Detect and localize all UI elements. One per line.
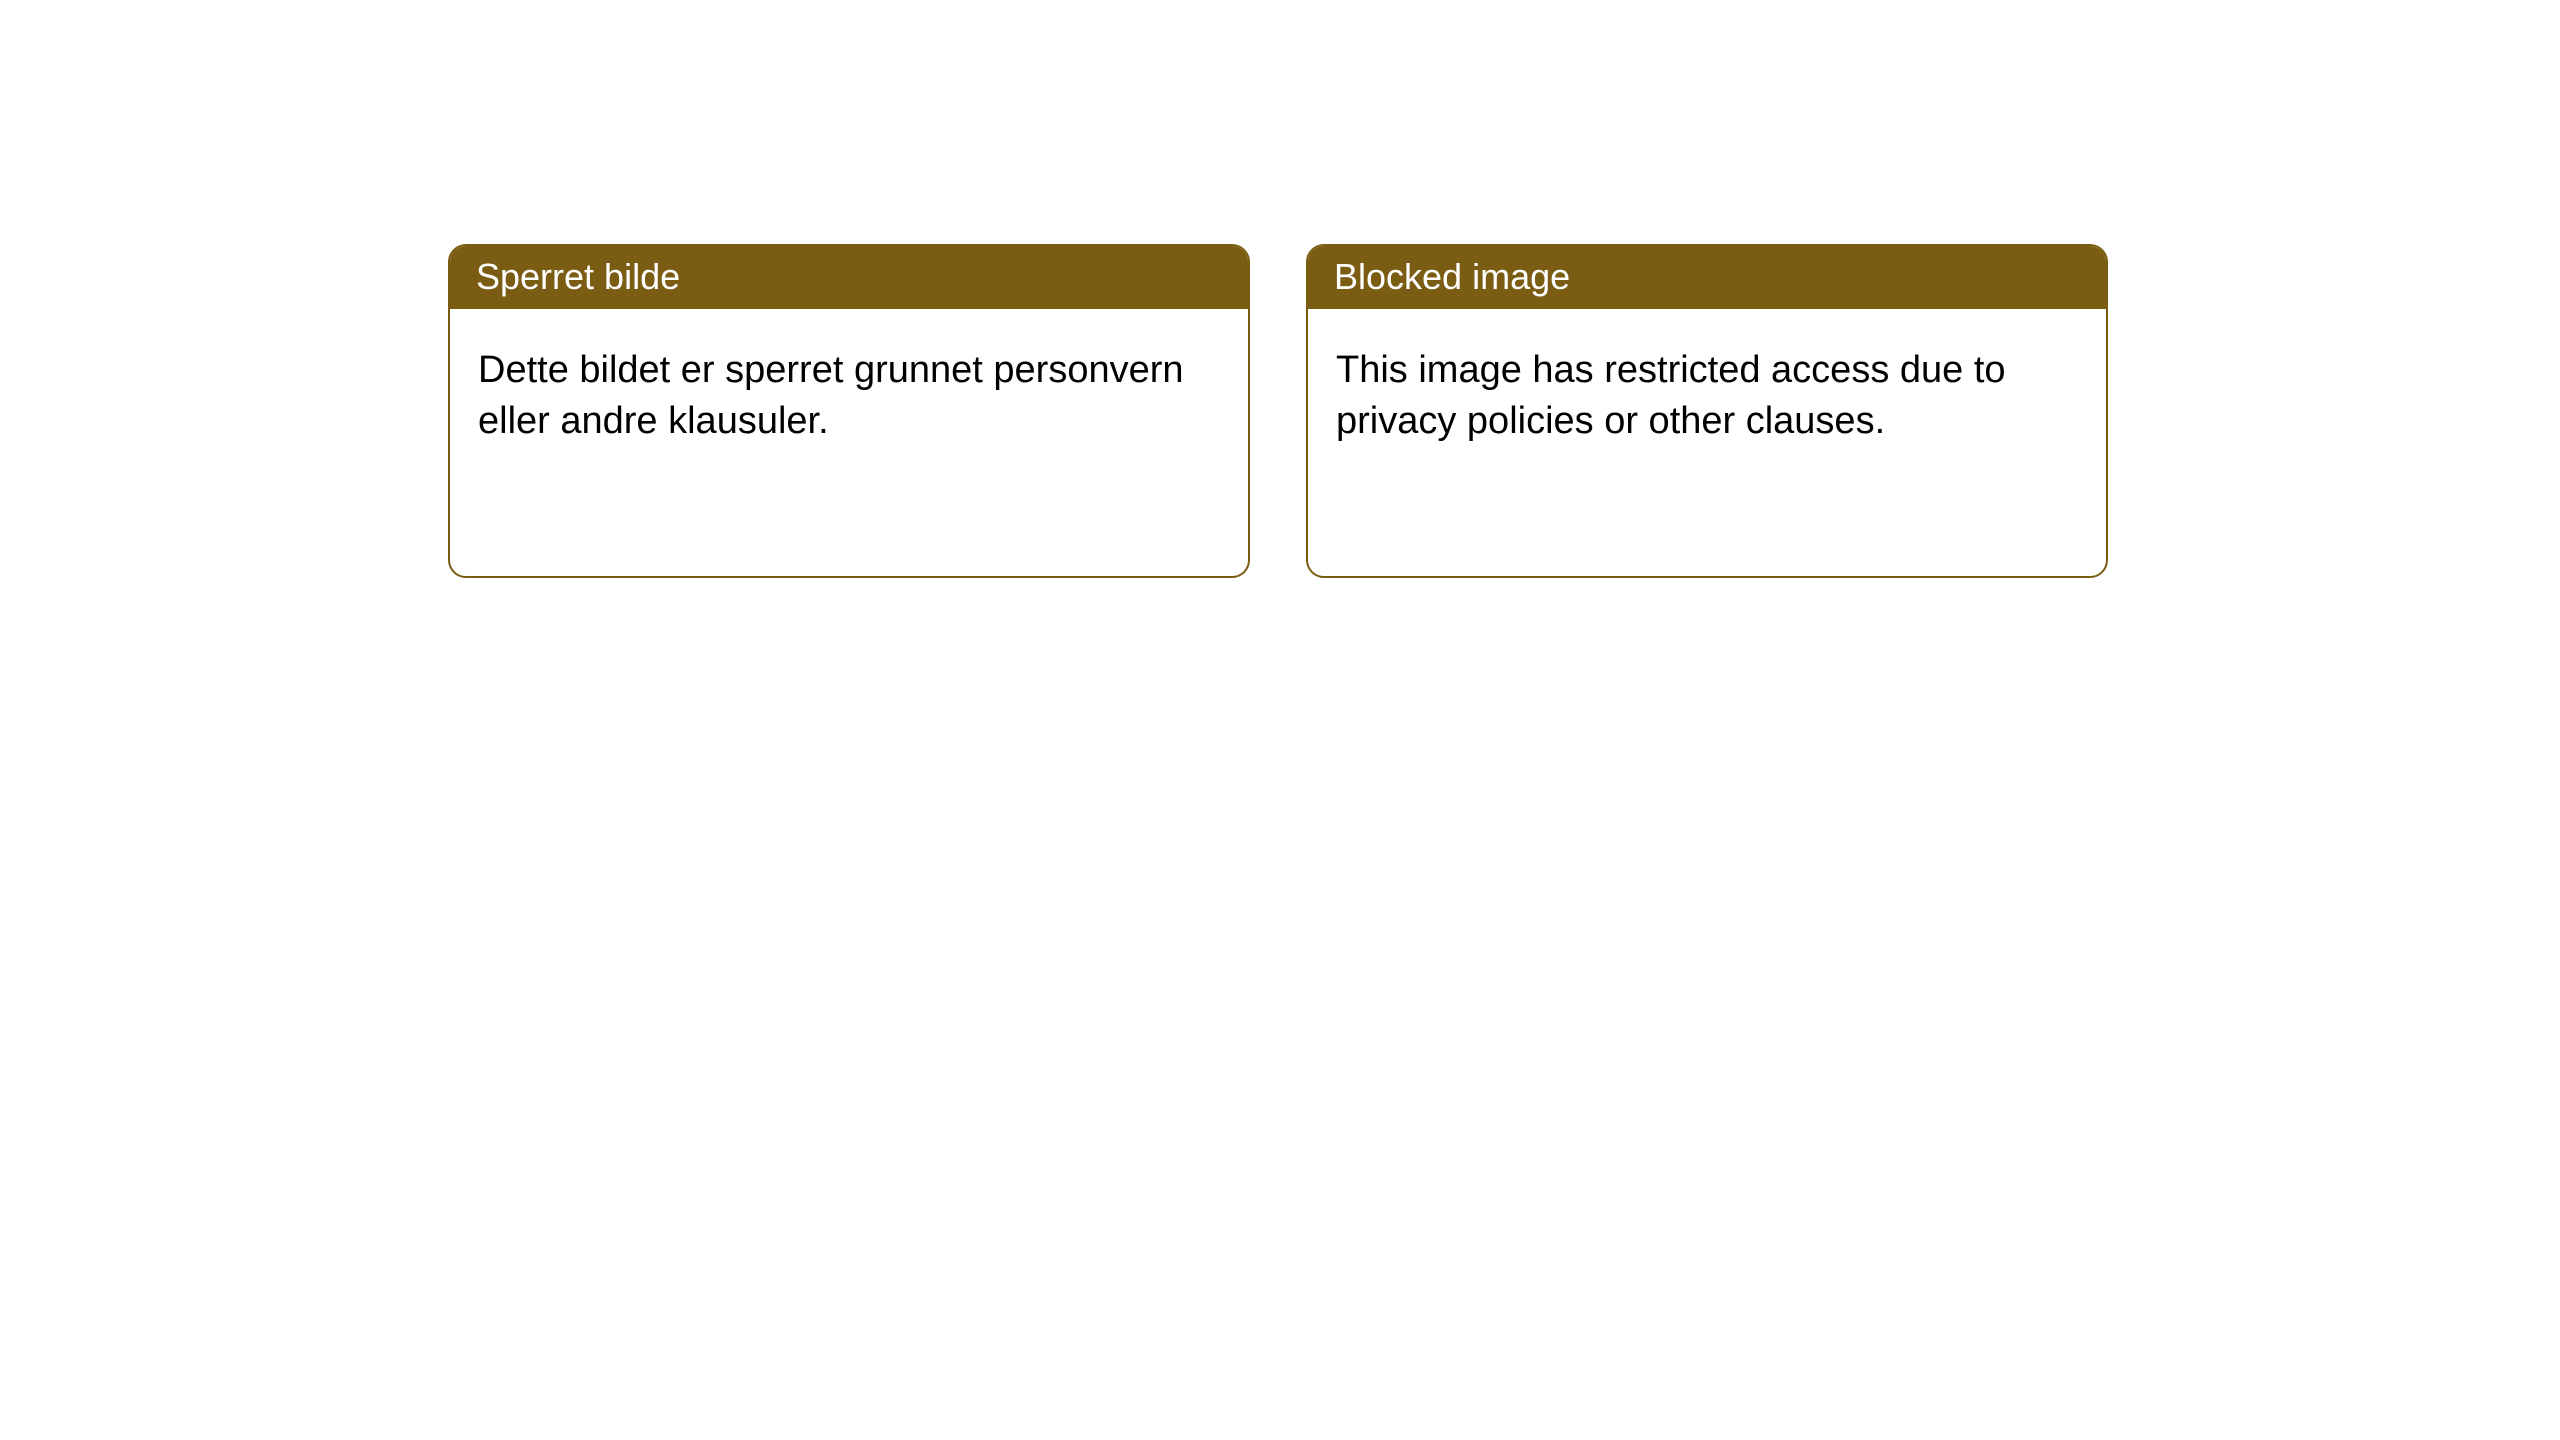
notice-card-norwegian: Sperret bilde Dette bildet er sperret gr… — [448, 244, 1250, 578]
notice-card-title: Sperret bilde — [450, 246, 1248, 309]
notice-card-body: Dette bildet er sperret grunnet personve… — [450, 309, 1248, 484]
notice-card-title: Blocked image — [1308, 246, 2106, 309]
notice-card-body: This image has restricted access due to … — [1308, 309, 2106, 484]
notice-card-english: Blocked image This image has restricted … — [1306, 244, 2108, 578]
notice-container: Sperret bilde Dette bildet er sperret gr… — [0, 0, 2560, 578]
